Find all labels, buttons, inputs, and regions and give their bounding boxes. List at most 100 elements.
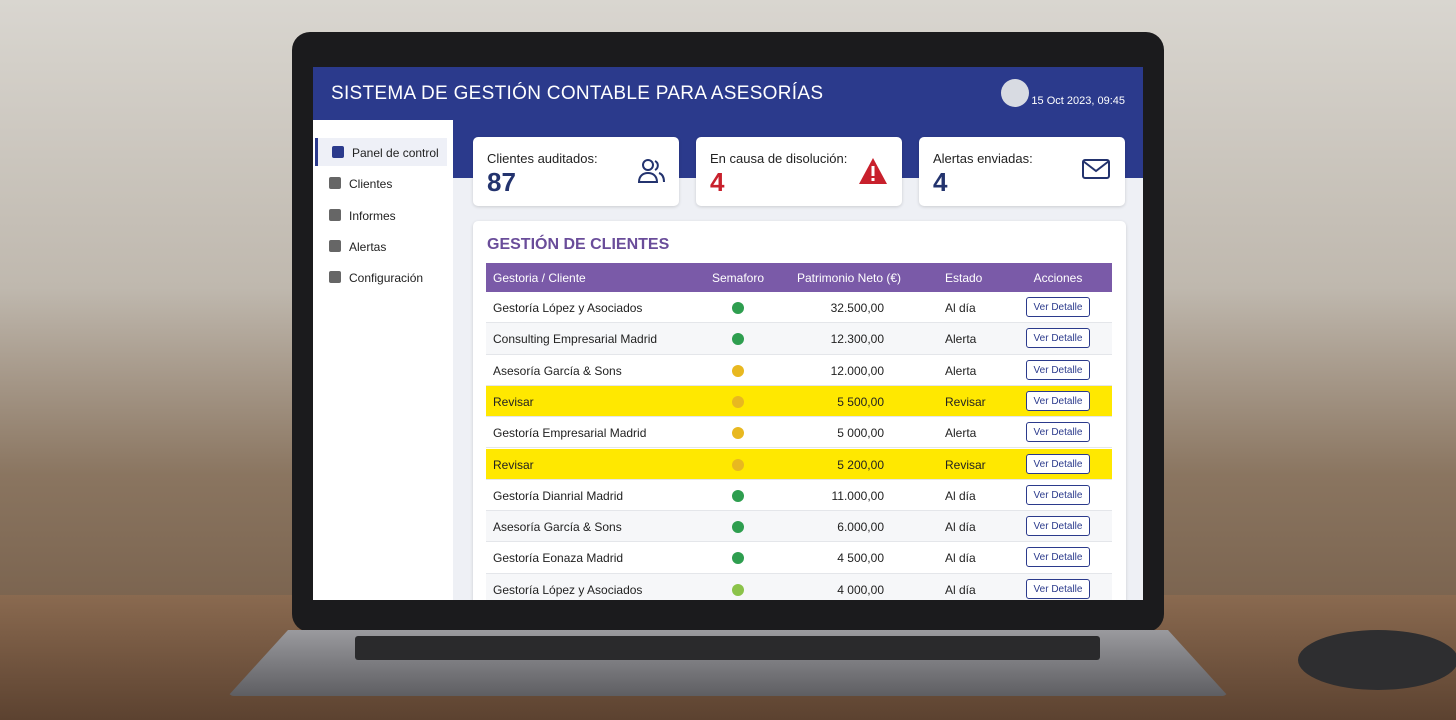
table-row: Consulting Empresarial Madrid 12.300,00 Al… <box>486 323 1112 355</box>
table-row: Gestoría Empresarial Madrid 5 000,00 Alert… <box>486 417 1112 449</box>
status-dot <box>732 302 744 314</box>
table-row: Revisar 5 200,00 Revisar Ver Detalle <box>486 448 1112 480</box>
nav-icon <box>329 177 341 190</box>
client-name: Consulting Empresarial Madrid <box>493 332 658 347</box>
header: SISTEMA DE GESTIÓN CONTABLE PARA ASESORÍ… <box>313 67 1143 120</box>
users-icon <box>637 159 665 183</box>
card-label: Alertas enviadas: <box>933 151 1033 166</box>
estado: Al día <box>945 551 976 566</box>
patrimonio: 32.500,00 <box>830 301 884 315</box>
patrimonio: 4 500,00 <box>837 551 884 566</box>
clients-panel: GESTIÓN DE CLIENTES Gestoria / Cliente Se… <box>473 221 1126 600</box>
patrimonio: 6.000,00 <box>837 520 884 535</box>
patrimonio: 5 500,00 <box>837 394 884 409</box>
table-row: Revisar 5 500,00 Revisar Ver Detalle <box>486 385 1112 418</box>
warning-icon <box>859 158 887 184</box>
nav-label: Alertas <box>349 239 387 254</box>
estado: Alerta <box>945 332 977 347</box>
nav-label: Clientes <box>349 177 393 192</box>
card-value: 4 <box>933 167 948 197</box>
estado: Al día <box>945 488 976 503</box>
status-dot <box>732 395 744 408</box>
patrimonio: 12.300,00 <box>830 332 884 347</box>
estado: Al día <box>945 520 976 535</box>
status-dot <box>732 427 744 440</box>
estado: Alerta <box>945 426 977 441</box>
patrimonio: 4 000,00 <box>837 582 884 597</box>
estado: Al día <box>945 582 976 597</box>
detail-button[interactable]: Ver Detalle <box>1026 516 1090 537</box>
status-dot <box>732 521 744 534</box>
nav-item[interactable]: Configuración <box>315 263 447 291</box>
status-dot <box>732 583 744 596</box>
patrimonio: 11.000,00 <box>831 488 885 503</box>
mouse <box>1298 630 1456 690</box>
status-dot <box>732 458 744 471</box>
card-value: 87 <box>487 167 516 197</box>
nav-icon <box>329 271 341 284</box>
detail-button[interactable]: Ver Detalle <box>1026 328 1090 349</box>
card: En causa de disolución: 4 <box>696 137 902 206</box>
table-header: Gestoria / Cliente Semaforo Patrimonio Net… <box>486 263 1112 292</box>
detail-button[interactable]: Ver Detalle <box>1026 453 1090 474</box>
column-header: Patrimonio Neto (€) <box>796 271 902 285</box>
nav-icon <box>329 239 341 252</box>
column-header: Acciones <box>1033 271 1083 285</box>
estado: Al día <box>945 301 976 315</box>
patrimonio: 5 200,00 <box>837 457 884 472</box>
detail-button[interactable]: Ver Detalle <box>1026 578 1090 599</box>
nav-icon <box>329 208 341 221</box>
nav-icon <box>332 146 344 158</box>
card-value: 4 <box>710 167 725 197</box>
table-row: Gestoría López y Asociados 32.500,00 Al dí… <box>486 292 1112 324</box>
column-header: Semaforo <box>711 271 765 285</box>
patrimonio: 12.000,00 <box>830 363 884 378</box>
client-name: Gestoría López y Asociados <box>493 582 643 597</box>
detail-button[interactable]: Ver Detalle <box>1026 422 1090 443</box>
status-dot <box>732 333 744 346</box>
client-name: Asesoría García & Sons <box>493 363 622 378</box>
detail-button[interactable]: Ver Detalle <box>1026 297 1090 317</box>
patrimonio: 5 000,00 <box>837 426 884 441</box>
table-row: Asesoría García & Sons 12.000,00 Alerta Ver… <box>486 354 1112 386</box>
nav-label: Configuración <box>349 271 424 286</box>
mail-icon <box>1082 159 1110 179</box>
estado: Alerta <box>945 363 977 378</box>
column-header: Estado <box>945 271 983 285</box>
card: Alertas enviadas: 4 <box>919 137 1125 206</box>
sidebar: Panel de control Clientes Informes Alertas C… <box>313 120 453 600</box>
panel-title: GESTIÓN DE CLIENTES <box>487 236 670 253</box>
datetime: 15 Oct 2023, 09:45 <box>1031 95 1125 107</box>
client-name: Revisar <box>493 394 534 409</box>
screen: SISTEMA DE GESTIÓN CONTABLE PARA ASESORÍ… <box>313 67 1143 600</box>
nav-item[interactable]: Alertas <box>315 232 447 260</box>
status-dot <box>732 489 744 502</box>
table-row: Gestoría López y Asociados 4 000,00 Al día… <box>486 573 1112 600</box>
client-name: Gestoría Empresarial Madrid <box>493 426 647 441</box>
detail-button[interactable]: Ver Detalle <box>1026 359 1090 380</box>
status-dot <box>732 364 744 377</box>
card-label: En causa de disolución: <box>710 151 848 166</box>
nav-item[interactable]: Panel de control <box>315 138 447 166</box>
client-name: Gestoría López y Asociados <box>493 301 643 315</box>
client-name: Gestoría Eonaza Madrid <box>493 551 624 566</box>
estado: Revisar <box>945 394 986 409</box>
estado: Revisar <box>945 457 986 472</box>
table-row: Gestoría Dianrial Madrid 11.000,00 Al día V… <box>486 479 1112 512</box>
detail-button[interactable]: Ver Detalle <box>1026 547 1090 568</box>
client-name: Asesoría García & Sons <box>493 520 622 535</box>
nav-item[interactable]: Clientes <box>315 169 447 197</box>
column-header: Gestoria / Cliente <box>493 271 586 285</box>
detail-button[interactable]: Ver Detalle <box>1026 484 1090 505</box>
keyboard <box>355 636 1100 660</box>
avatar[interactable] <box>1001 79 1029 107</box>
nav-label: Panel de control <box>352 146 439 160</box>
nav-item[interactable]: Informes <box>315 201 447 229</box>
table-row: Gestoría Eonaza Madrid 4 500,00 Al día Ver … <box>486 542 1112 574</box>
client-name: Revisar <box>493 457 534 472</box>
card: Clientes auditados: 87 <box>473 137 679 206</box>
nav-label: Informes <box>349 208 396 223</box>
detail-button[interactable]: Ver Detalle <box>1026 390 1090 411</box>
status-dot <box>732 552 744 565</box>
